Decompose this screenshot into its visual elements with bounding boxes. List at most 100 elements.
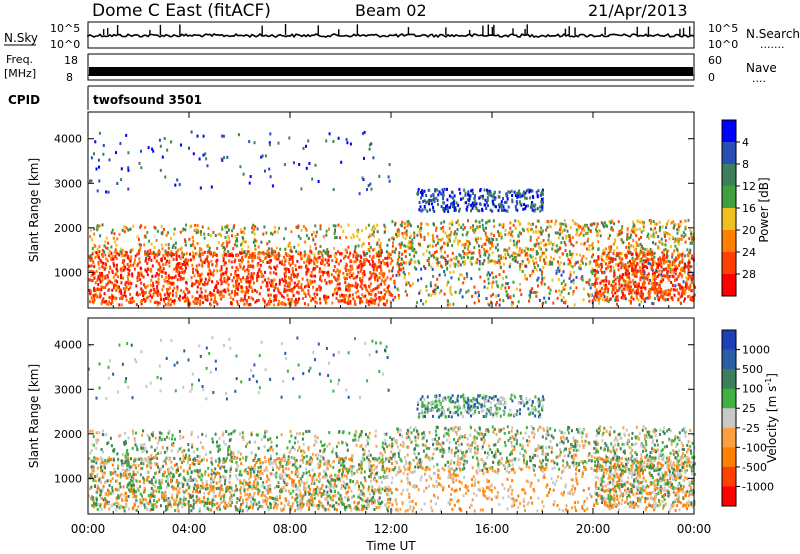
range-cell	[256, 272, 259, 275]
range-cell	[647, 261, 650, 265]
range-cell	[260, 240, 263, 244]
colorbar-swatch	[722, 252, 736, 275]
range-cell	[632, 279, 635, 283]
range-cell	[341, 293, 344, 297]
range-cell	[342, 271, 345, 275]
range-cell	[144, 252, 147, 256]
range-cell	[637, 284, 640, 288]
range-cell	[288, 241, 291, 245]
range-cell	[439, 246, 442, 250]
range-cell	[509, 190, 511, 194]
range-cell	[349, 299, 352, 303]
range-cell	[592, 246, 595, 250]
range-cell	[124, 250, 127, 254]
range-cell	[98, 292, 101, 296]
range-cell	[378, 283, 381, 287]
range-cell	[592, 283, 595, 286]
range-cell	[433, 197, 436, 201]
range-cell	[163, 137, 166, 140]
range-cell	[510, 189, 513, 193]
range-cell	[127, 168, 130, 172]
range-cell	[231, 229, 233, 233]
range-cell	[460, 256, 463, 260]
y-tick-label: 3000	[54, 177, 82, 190]
range-cell	[627, 250, 630, 254]
range-cell	[378, 456, 381, 460]
range-cell	[208, 268, 211, 272]
range-cell	[350, 274, 353, 277]
range-cell	[352, 276, 355, 280]
range-cell	[450, 258, 453, 262]
range-cell	[622, 296, 625, 300]
range-cell	[591, 243, 594, 247]
range-cell	[335, 484, 338, 488]
range-cell	[684, 285, 687, 289]
range-cell	[226, 275, 229, 279]
range-cell	[652, 228, 655, 232]
range-cell	[233, 260, 236, 264]
range-cell	[434, 243, 437, 247]
range-cell	[343, 466, 346, 470]
range-cell	[597, 240, 600, 244]
range-cell	[537, 242, 540, 246]
range-cell	[144, 226, 147, 229]
range-cell	[678, 292, 681, 296]
range-cell	[663, 261, 666, 265]
range-cell	[361, 132, 364, 136]
range-cell	[497, 209, 500, 213]
range-cell	[620, 266, 623, 270]
range-cell	[151, 147, 154, 151]
range-cell	[636, 285, 638, 288]
range-cell	[663, 298, 666, 301]
range-cell	[145, 257, 148, 261]
nave-tick-top: 60	[708, 54, 722, 67]
range-cell	[392, 241, 394, 245]
range-cell	[361, 263, 363, 267]
range-cell	[218, 232, 221, 236]
range-cell	[164, 459, 167, 463]
range-cell	[344, 265, 347, 268]
range-cell	[652, 302, 655, 306]
range-cell	[113, 264, 115, 268]
range-cell	[298, 163, 301, 166]
range-cell	[169, 286, 171, 290]
range-cell	[221, 294, 224, 298]
range-cell	[605, 257, 608, 261]
range-cell	[580, 242, 583, 246]
range-cell	[135, 466, 137, 470]
range-cell	[451, 244, 454, 248]
range-cell	[348, 293, 351, 297]
range-cell	[431, 198, 434, 202]
range-cell	[185, 280, 188, 284]
range-cell	[350, 260, 353, 264]
range-cell	[263, 225, 266, 229]
range-cell	[169, 303, 172, 307]
range-cell	[647, 272, 650, 276]
range-cell	[282, 468, 285, 472]
range-cell	[243, 265, 245, 269]
range-cell	[238, 263, 241, 267]
range-cell	[103, 244, 106, 248]
range-cell	[123, 293, 126, 297]
range-cell	[525, 189, 528, 193]
range-cell	[444, 242, 447, 246]
range-cell	[186, 261, 189, 265]
range-cell	[334, 278, 337, 282]
range-cell	[615, 295, 618, 299]
range-cell	[156, 229, 159, 233]
range-cell	[690, 239, 693, 243]
range-cell	[443, 241, 446, 245]
range-cell	[567, 258, 570, 262]
range-cell	[170, 254, 173, 258]
range-cell	[127, 277, 130, 281]
range-cell	[220, 234, 223, 238]
range-cell	[356, 234, 359, 238]
range-cell	[176, 178, 179, 182]
range-cell	[656, 274, 659, 278]
range-cell	[135, 473, 137, 477]
range-cell	[275, 257, 278, 261]
range-cell	[436, 188, 439, 192]
range-cell	[529, 295, 532, 299]
range-cell	[243, 294, 246, 298]
range-cell	[492, 192, 495, 196]
